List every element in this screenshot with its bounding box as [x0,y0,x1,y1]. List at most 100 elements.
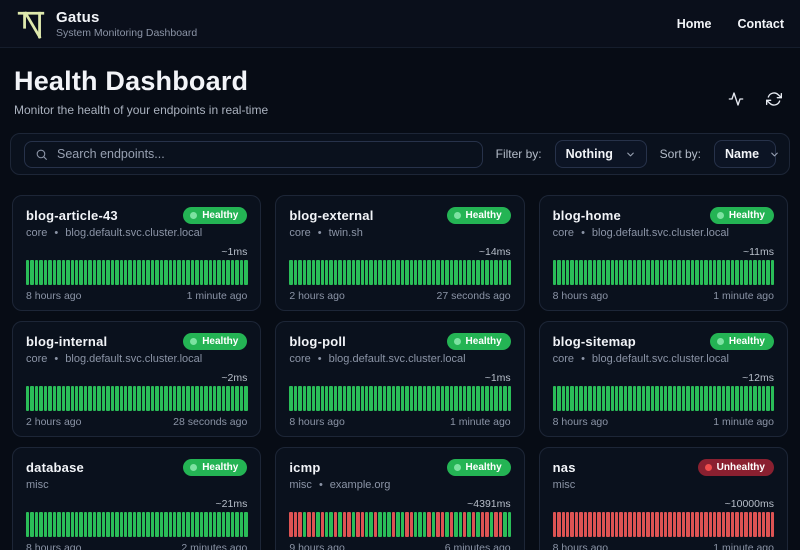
uptime-bar[interactable] [115,260,119,285]
uptime-bar[interactable] [592,512,597,537]
uptime-bar[interactable] [199,260,204,285]
uptime-bar[interactable] [320,260,324,285]
uptime-bar[interactable] [681,260,686,285]
uptime-bar[interactable] [79,260,83,285]
uptime-bar[interactable] [351,512,356,537]
uptime-bar[interactable] [686,512,690,537]
uptime-bar[interactable] [57,386,61,411]
uptime-bar[interactable] [566,512,570,537]
uptime-bar[interactable] [34,260,39,285]
uptime-bar[interactable] [369,386,373,411]
uptime-bar[interactable] [293,386,298,411]
uptime-bar[interactable] [436,386,440,411]
uptime-bar[interactable] [213,512,217,537]
uptime-bar[interactable] [712,512,717,537]
uptime-bar[interactable] [110,386,115,411]
uptime-bar[interactable] [744,512,748,537]
uptime-bar[interactable] [574,512,579,537]
uptime-bar[interactable] [592,260,597,285]
uptime-bar[interactable] [708,260,712,285]
uptime-bar[interactable] [695,386,699,411]
uptime-bar[interactable] [199,512,204,537]
uptime-bar[interactable] [454,260,458,285]
refresh-icon[interactable] [766,91,782,107]
endpoint-card[interactable]: blog-internal Healthy core • blog.defaul… [12,321,262,437]
uptime-bar[interactable] [115,386,119,411]
uptime-bar[interactable] [570,512,574,537]
uptime-bar[interactable] [101,260,106,285]
uptime-bar[interactable] [606,386,610,411]
uptime-bar[interactable] [663,386,668,411]
uptime-bar[interactable] [146,260,150,285]
uptime-bar[interactable] [427,512,431,537]
uptime-bar[interactable] [721,512,726,537]
uptime-bar[interactable] [79,386,83,411]
uptime-bar[interactable] [663,512,668,537]
uptime-bar[interactable] [378,386,382,411]
uptime-bar[interactable] [615,512,619,537]
uptime-bar[interactable] [699,260,704,285]
uptime-bar[interactable] [677,260,681,285]
uptime-bar[interactable] [226,386,230,411]
uptime-bar[interactable] [650,260,655,285]
uptime-bar[interactable] [204,512,208,537]
uptime-bar[interactable] [730,512,735,537]
uptime-bar[interactable] [610,260,614,285]
uptime-bar[interactable] [48,260,52,285]
uptime-bar[interactable] [61,386,66,411]
uptime-bar[interactable] [369,512,373,537]
uptime-bar[interactable] [172,386,177,411]
uptime-bar[interactable] [137,386,141,411]
uptime-bar[interactable] [164,386,168,411]
uptime-bar[interactable] [137,260,141,285]
uptime-bar[interactable] [592,386,597,411]
uptime-bar[interactable] [320,512,324,537]
uptime-bar[interactable] [298,260,302,285]
uptime-bar[interactable] [690,386,695,411]
uptime-bar[interactable] [717,260,721,285]
uptime-bar[interactable] [235,386,239,411]
endpoint-card[interactable]: blog-home Healthy core • blog.default.sv… [538,195,788,311]
uptime-bar[interactable] [106,512,110,537]
uptime-bar[interactable] [159,386,164,411]
uptime-bar[interactable] [445,260,449,285]
uptime-bar[interactable] [110,512,115,537]
uptime-bar[interactable] [753,260,757,285]
uptime-bar[interactable] [39,512,43,537]
uptime-bar[interactable] [561,386,566,411]
uptime-bar[interactable] [485,512,489,537]
uptime-bar[interactable] [632,386,637,411]
uptime-bar[interactable] [623,260,628,285]
uptime-bar[interactable] [378,512,382,537]
uptime-bar[interactable] [761,260,766,285]
uptime-bar[interactable] [471,386,476,411]
uptime-bar[interactable] [557,386,561,411]
uptime-bar[interactable] [396,260,400,285]
endpoint-card[interactable]: blog-article-43 Healthy core • blog.defa… [12,195,262,311]
uptime-bar[interactable] [391,260,396,285]
uptime-bar[interactable] [458,512,462,537]
uptime-bar[interactable] [615,386,619,411]
uptime-bar[interactable] [757,386,761,411]
uptime-bar[interactable] [677,512,681,537]
uptime-bar[interactable] [458,260,462,285]
uptime-bar[interactable] [52,386,57,411]
uptime-bar[interactable] [324,386,329,411]
uptime-bar[interactable] [726,260,730,285]
uptime-bar[interactable] [615,260,619,285]
uptime-bar[interactable] [726,512,730,537]
uptime-bar[interactable] [128,386,132,411]
uptime-bar[interactable] [70,260,74,285]
uptime-bar[interactable] [168,260,172,285]
uptime-bar[interactable] [26,260,30,285]
uptime-bar[interactable] [655,260,659,285]
uptime-bar[interactable] [244,386,248,411]
uptime-bar[interactable] [628,512,632,537]
uptime-bar[interactable] [186,260,190,285]
uptime-bar[interactable] [333,386,338,411]
uptime-bar[interactable] [329,512,333,537]
uptime-bar[interactable] [356,386,360,411]
uptime-bar[interactable] [400,260,405,285]
uptime-bar[interactable] [770,512,775,537]
uptime-bar[interactable] [655,386,659,411]
